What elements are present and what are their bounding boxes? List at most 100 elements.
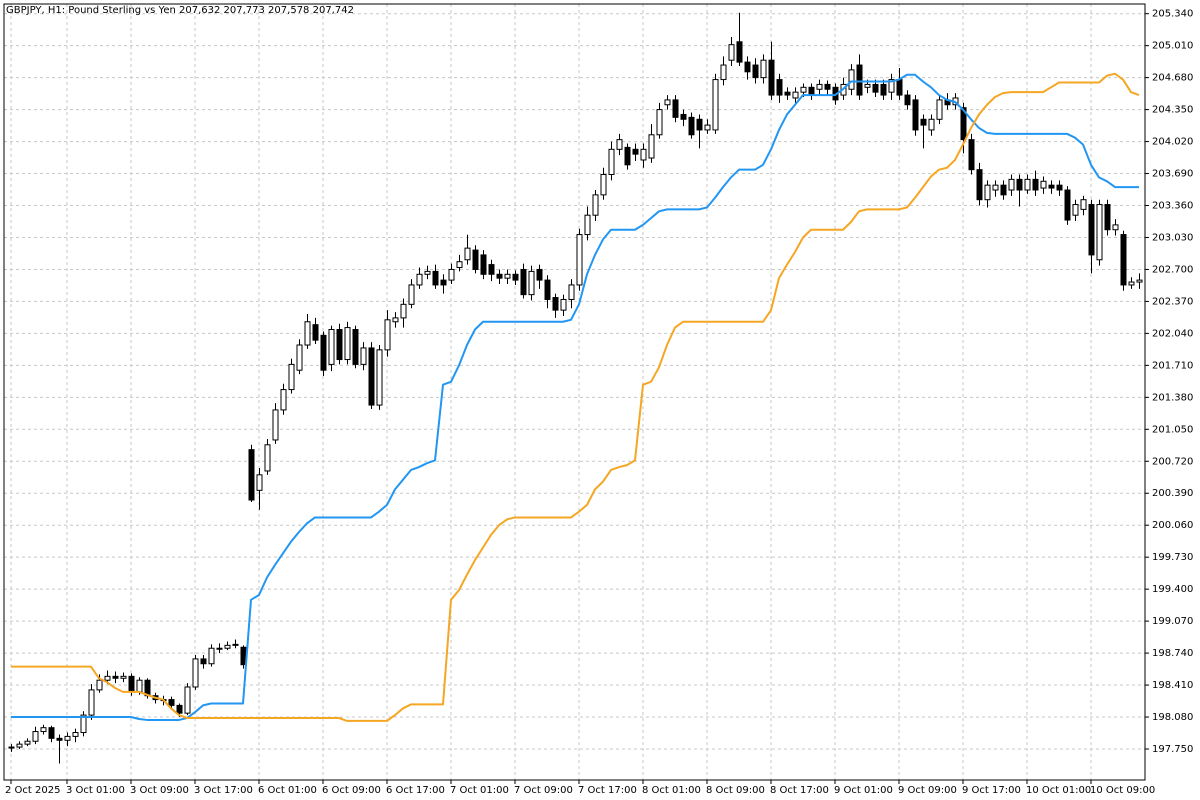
candle-body bbox=[816, 83, 823, 90]
chart-title: GBPJPY, H1: Pound Sterling vs Yen 207,63… bbox=[6, 5, 354, 16]
x-tick-label: 7 Oct 17:00 bbox=[578, 785, 637, 796]
candle-body bbox=[384, 319, 391, 351]
candle-body bbox=[880, 83, 887, 96]
candle-body bbox=[32, 731, 39, 742]
candle-body bbox=[704, 124, 711, 131]
grid bbox=[4, 4, 1145, 780]
candle-body bbox=[1000, 184, 1007, 196]
candle-body bbox=[536, 268, 543, 281]
candle-body bbox=[224, 644, 231, 649]
candle-body bbox=[432, 270, 439, 286]
y-tick-label: 199.070 bbox=[1152, 616, 1193, 627]
y-tick-label: 199.400 bbox=[1152, 584, 1193, 595]
candle-body bbox=[976, 169, 983, 201]
x-tick-label: 7 Oct 01:00 bbox=[450, 785, 509, 796]
x-tick-label: 8 Oct 09:00 bbox=[706, 785, 765, 796]
candle-body bbox=[512, 273, 519, 281]
candle-body bbox=[808, 86, 815, 96]
candle-body bbox=[136, 679, 143, 693]
candle-body bbox=[1128, 281, 1135, 286]
candle-body bbox=[440, 279, 447, 286]
candle-body bbox=[672, 99, 679, 118]
candle-body bbox=[520, 268, 527, 296]
candle-body bbox=[392, 317, 399, 323]
y-tick-label: 201.380 bbox=[1152, 392, 1193, 403]
candle-body bbox=[728, 44, 735, 61]
candle-body bbox=[64, 735, 71, 741]
candle-body bbox=[312, 324, 319, 341]
candle-body bbox=[1032, 178, 1039, 191]
y-tick-label: 198.080 bbox=[1152, 712, 1193, 723]
y-tick-label: 198.740 bbox=[1152, 648, 1193, 659]
candle-body bbox=[800, 86, 807, 93]
candle-body bbox=[248, 449, 255, 501]
candle-body bbox=[16, 743, 23, 748]
x-tick-label: 6 Oct 01:00 bbox=[258, 785, 317, 796]
candle-body bbox=[208, 647, 215, 665]
candle-body bbox=[752, 64, 759, 79]
candle-body bbox=[1064, 189, 1071, 221]
x-tick-label: 3 Oct 17:00 bbox=[194, 785, 253, 796]
candle-body bbox=[1120, 234, 1127, 286]
y-tick-label: 204.020 bbox=[1152, 137, 1193, 148]
candle-body bbox=[256, 474, 263, 491]
candle-body bbox=[696, 118, 703, 131]
x-tick-label: 10 Oct 09:00 bbox=[1090, 785, 1155, 796]
candle-body bbox=[72, 732, 79, 737]
candle-body bbox=[872, 83, 879, 93]
y-tick-label: 203.690 bbox=[1152, 169, 1193, 180]
candle-body bbox=[576, 234, 583, 286]
candle-body bbox=[400, 303, 407, 319]
candle-body bbox=[680, 113, 687, 120]
candle-body bbox=[784, 91, 791, 96]
candle-body bbox=[24, 740, 31, 745]
candle-body bbox=[1112, 224, 1119, 231]
y-tick-label: 205.340 bbox=[1152, 9, 1193, 20]
candle-body bbox=[912, 99, 919, 131]
candle-body bbox=[96, 679, 103, 691]
plot bbox=[8, 12, 1143, 764]
y-tick-label: 202.040 bbox=[1152, 328, 1193, 339]
candle-body bbox=[1008, 178, 1015, 191]
y-tick-label: 203.360 bbox=[1152, 201, 1193, 212]
candle-body bbox=[712, 79, 719, 131]
y-tick-label: 205.010 bbox=[1152, 41, 1193, 52]
candle-body bbox=[360, 347, 367, 365]
candle-body bbox=[448, 268, 455, 281]
candle-body bbox=[408, 284, 415, 305]
candle-body bbox=[568, 284, 575, 300]
candle-body bbox=[960, 107, 967, 141]
candle-body bbox=[168, 699, 175, 706]
indicator-line bbox=[11, 72, 1140, 722]
candle-body bbox=[80, 714, 87, 734]
candle-body bbox=[968, 139, 975, 171]
candle-body bbox=[1072, 204, 1079, 216]
candle-body bbox=[120, 675, 127, 679]
candle-body bbox=[296, 344, 303, 371]
candle-body bbox=[416, 273, 423, 286]
candle-body bbox=[1096, 204, 1103, 261]
candle-body bbox=[640, 148, 647, 161]
candle-body bbox=[1088, 204, 1095, 256]
candle-body bbox=[480, 254, 487, 275]
candle-body bbox=[544, 279, 551, 300]
y-tick-label: 199.730 bbox=[1152, 552, 1193, 563]
candle-body bbox=[528, 270, 535, 296]
candle-body bbox=[608, 148, 615, 176]
candle-body bbox=[288, 363, 295, 391]
candle-body bbox=[760, 59, 767, 79]
candle-body bbox=[1040, 180, 1047, 189]
axes: 205.340 205.010 204.680 204.350 204.020 203.6… bbox=[5, 9, 1193, 796]
candle-body bbox=[560, 298, 567, 311]
y-tick-label: 201.050 bbox=[1152, 424, 1193, 435]
candle-body bbox=[936, 99, 943, 120]
candle-body bbox=[264, 444, 271, 472]
candle-body bbox=[992, 184, 999, 191]
candle-body bbox=[592, 194, 599, 216]
candle-body bbox=[1048, 184, 1055, 189]
candle-body bbox=[632, 148, 639, 155]
candle-body bbox=[848, 69, 855, 90]
candle-body bbox=[856, 64, 863, 96]
